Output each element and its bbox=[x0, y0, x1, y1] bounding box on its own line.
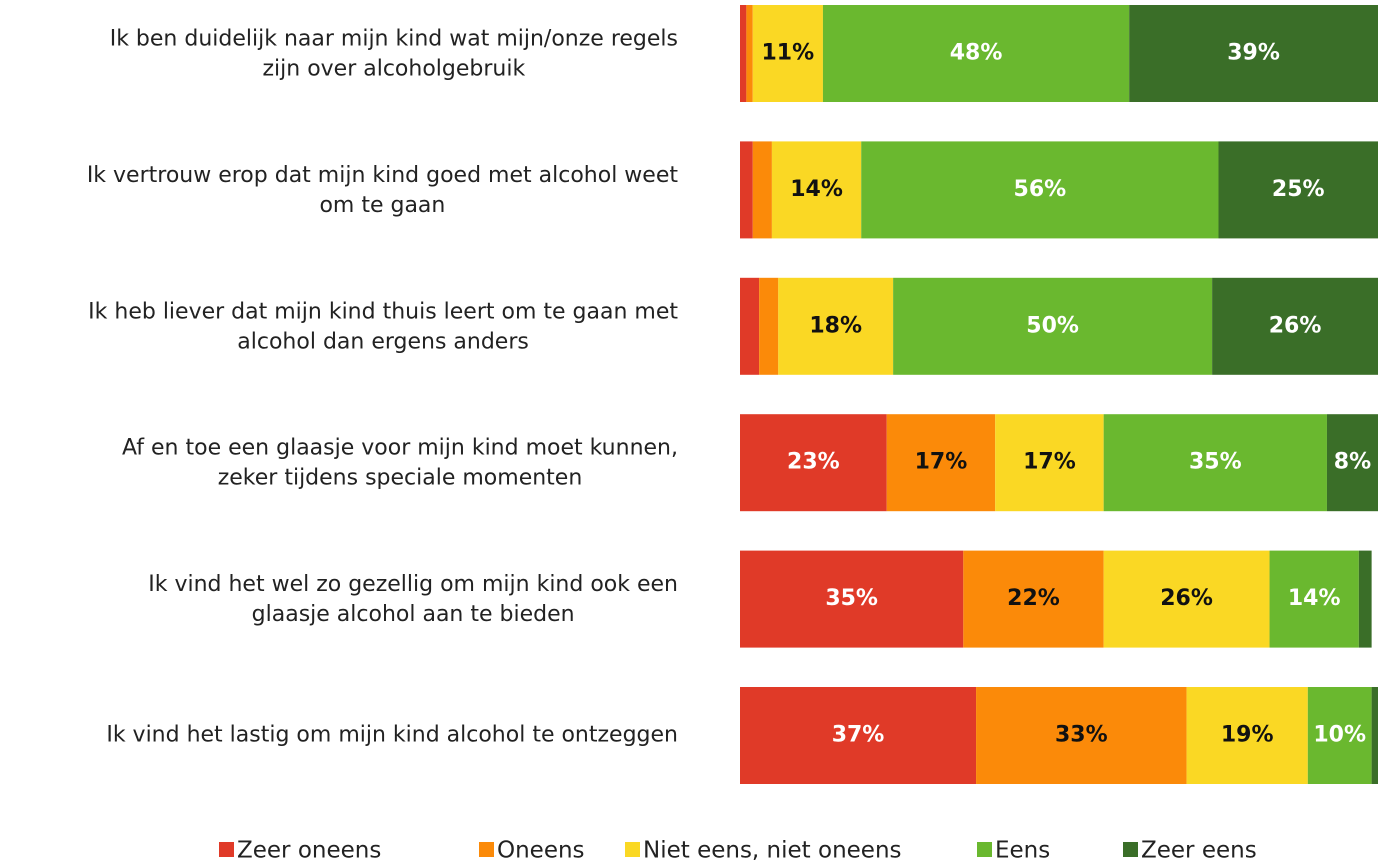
bar-segment bbox=[740, 5, 747, 102]
legend-label: Eens bbox=[995, 838, 1050, 864]
bar-segment bbox=[746, 5, 753, 102]
data-label: 19% bbox=[1221, 723, 1274, 748]
bar-segment bbox=[1269, 550, 1359, 648]
bar-segment bbox=[740, 277, 760, 375]
legend-swatch bbox=[219, 842, 234, 857]
data-label: 56% bbox=[1014, 177, 1067, 202]
legend-label: Zeer eens bbox=[1141, 838, 1257, 864]
category-label: Af en toe een glaasje voor mijn kind moe… bbox=[122, 436, 678, 461]
data-label: 33% bbox=[1055, 723, 1108, 748]
bar-segment bbox=[893, 277, 1213, 375]
data-label: 22% bbox=[1007, 586, 1060, 611]
bar-segment bbox=[778, 277, 894, 375]
legend-swatch bbox=[1123, 842, 1138, 857]
bar-segment bbox=[752, 5, 823, 102]
data-label: 14% bbox=[1288, 586, 1341, 611]
data-label: 11% bbox=[762, 41, 815, 66]
bar-segment bbox=[1358, 550, 1372, 648]
data-label: 48% bbox=[950, 41, 1003, 66]
bar-segment bbox=[1326, 414, 1378, 512]
bar-segment bbox=[976, 687, 1187, 784]
bar-segment bbox=[822, 5, 1130, 102]
data-label: 39% bbox=[1227, 41, 1280, 66]
bar-segment bbox=[1212, 277, 1378, 375]
legend-label: Niet eens, niet oneens bbox=[643, 838, 902, 864]
legend-label: Oneens bbox=[497, 838, 585, 864]
bar-segment bbox=[886, 414, 996, 512]
bar-segment bbox=[740, 141, 753, 239]
legend-label: Zeer oneens bbox=[237, 838, 381, 864]
bar-segment bbox=[771, 141, 862, 239]
data-label: 25% bbox=[1272, 177, 1325, 202]
bar-segment bbox=[1129, 5, 1378, 102]
bar-segment bbox=[752, 141, 772, 239]
data-label: 50% bbox=[1026, 313, 1079, 338]
data-label: 26% bbox=[1269, 313, 1322, 338]
category-label: Ik ben duidelijk naar mijn kind wat mijn… bbox=[110, 27, 678, 52]
data-label: 10% bbox=[1313, 723, 1366, 748]
bar-segment bbox=[995, 414, 1104, 512]
bar-segment bbox=[1218, 141, 1378, 239]
category-label: Ik vind het lastig om mijn kind alcohol … bbox=[106, 723, 678, 748]
category-label: zijn over alcoholgebruik bbox=[262, 57, 525, 82]
bar-segment bbox=[1103, 414, 1327, 512]
bar-segment bbox=[740, 414, 887, 512]
bar-segment bbox=[759, 277, 779, 375]
data-label: 37% bbox=[832, 723, 885, 748]
legend-swatch bbox=[625, 842, 640, 857]
data-label: 35% bbox=[1189, 450, 1242, 475]
category-label: Ik vertrouw erop dat mijn kind goed met … bbox=[87, 163, 679, 188]
bar-segment bbox=[861, 141, 1219, 239]
legend-swatch bbox=[479, 842, 494, 857]
bar-segment bbox=[1103, 550, 1270, 648]
data-label: 23% bbox=[787, 450, 840, 475]
category-label: Ik heb liever dat mijn kind thuis leert … bbox=[88, 299, 678, 324]
category-label: zeker tijdens speciale momenten bbox=[218, 466, 583, 491]
data-label: 35% bbox=[825, 586, 878, 611]
data-label: 18% bbox=[809, 313, 862, 338]
data-label: 8% bbox=[1334, 450, 1371, 475]
data-label: 26% bbox=[1160, 586, 1213, 611]
bar-segment bbox=[1186, 687, 1308, 784]
data-label: 17% bbox=[915, 450, 968, 475]
bar-segment bbox=[1371, 687, 1378, 784]
category-label: alcohol dan ergens anders bbox=[237, 329, 529, 354]
bar-segment bbox=[963, 550, 1104, 648]
data-label: 14% bbox=[790, 177, 843, 202]
data-label: 17% bbox=[1023, 450, 1076, 475]
category-label: Ik vind het wel zo gezellig om mijn kind… bbox=[148, 572, 678, 597]
category-label: glaasje alcohol aan te bieden bbox=[252, 602, 575, 627]
bar-segment bbox=[740, 550, 964, 648]
category-label: om te gaan bbox=[319, 193, 445, 218]
bar-segment bbox=[1307, 687, 1372, 784]
legend-swatch bbox=[977, 842, 992, 857]
bar-segment bbox=[740, 687, 977, 784]
